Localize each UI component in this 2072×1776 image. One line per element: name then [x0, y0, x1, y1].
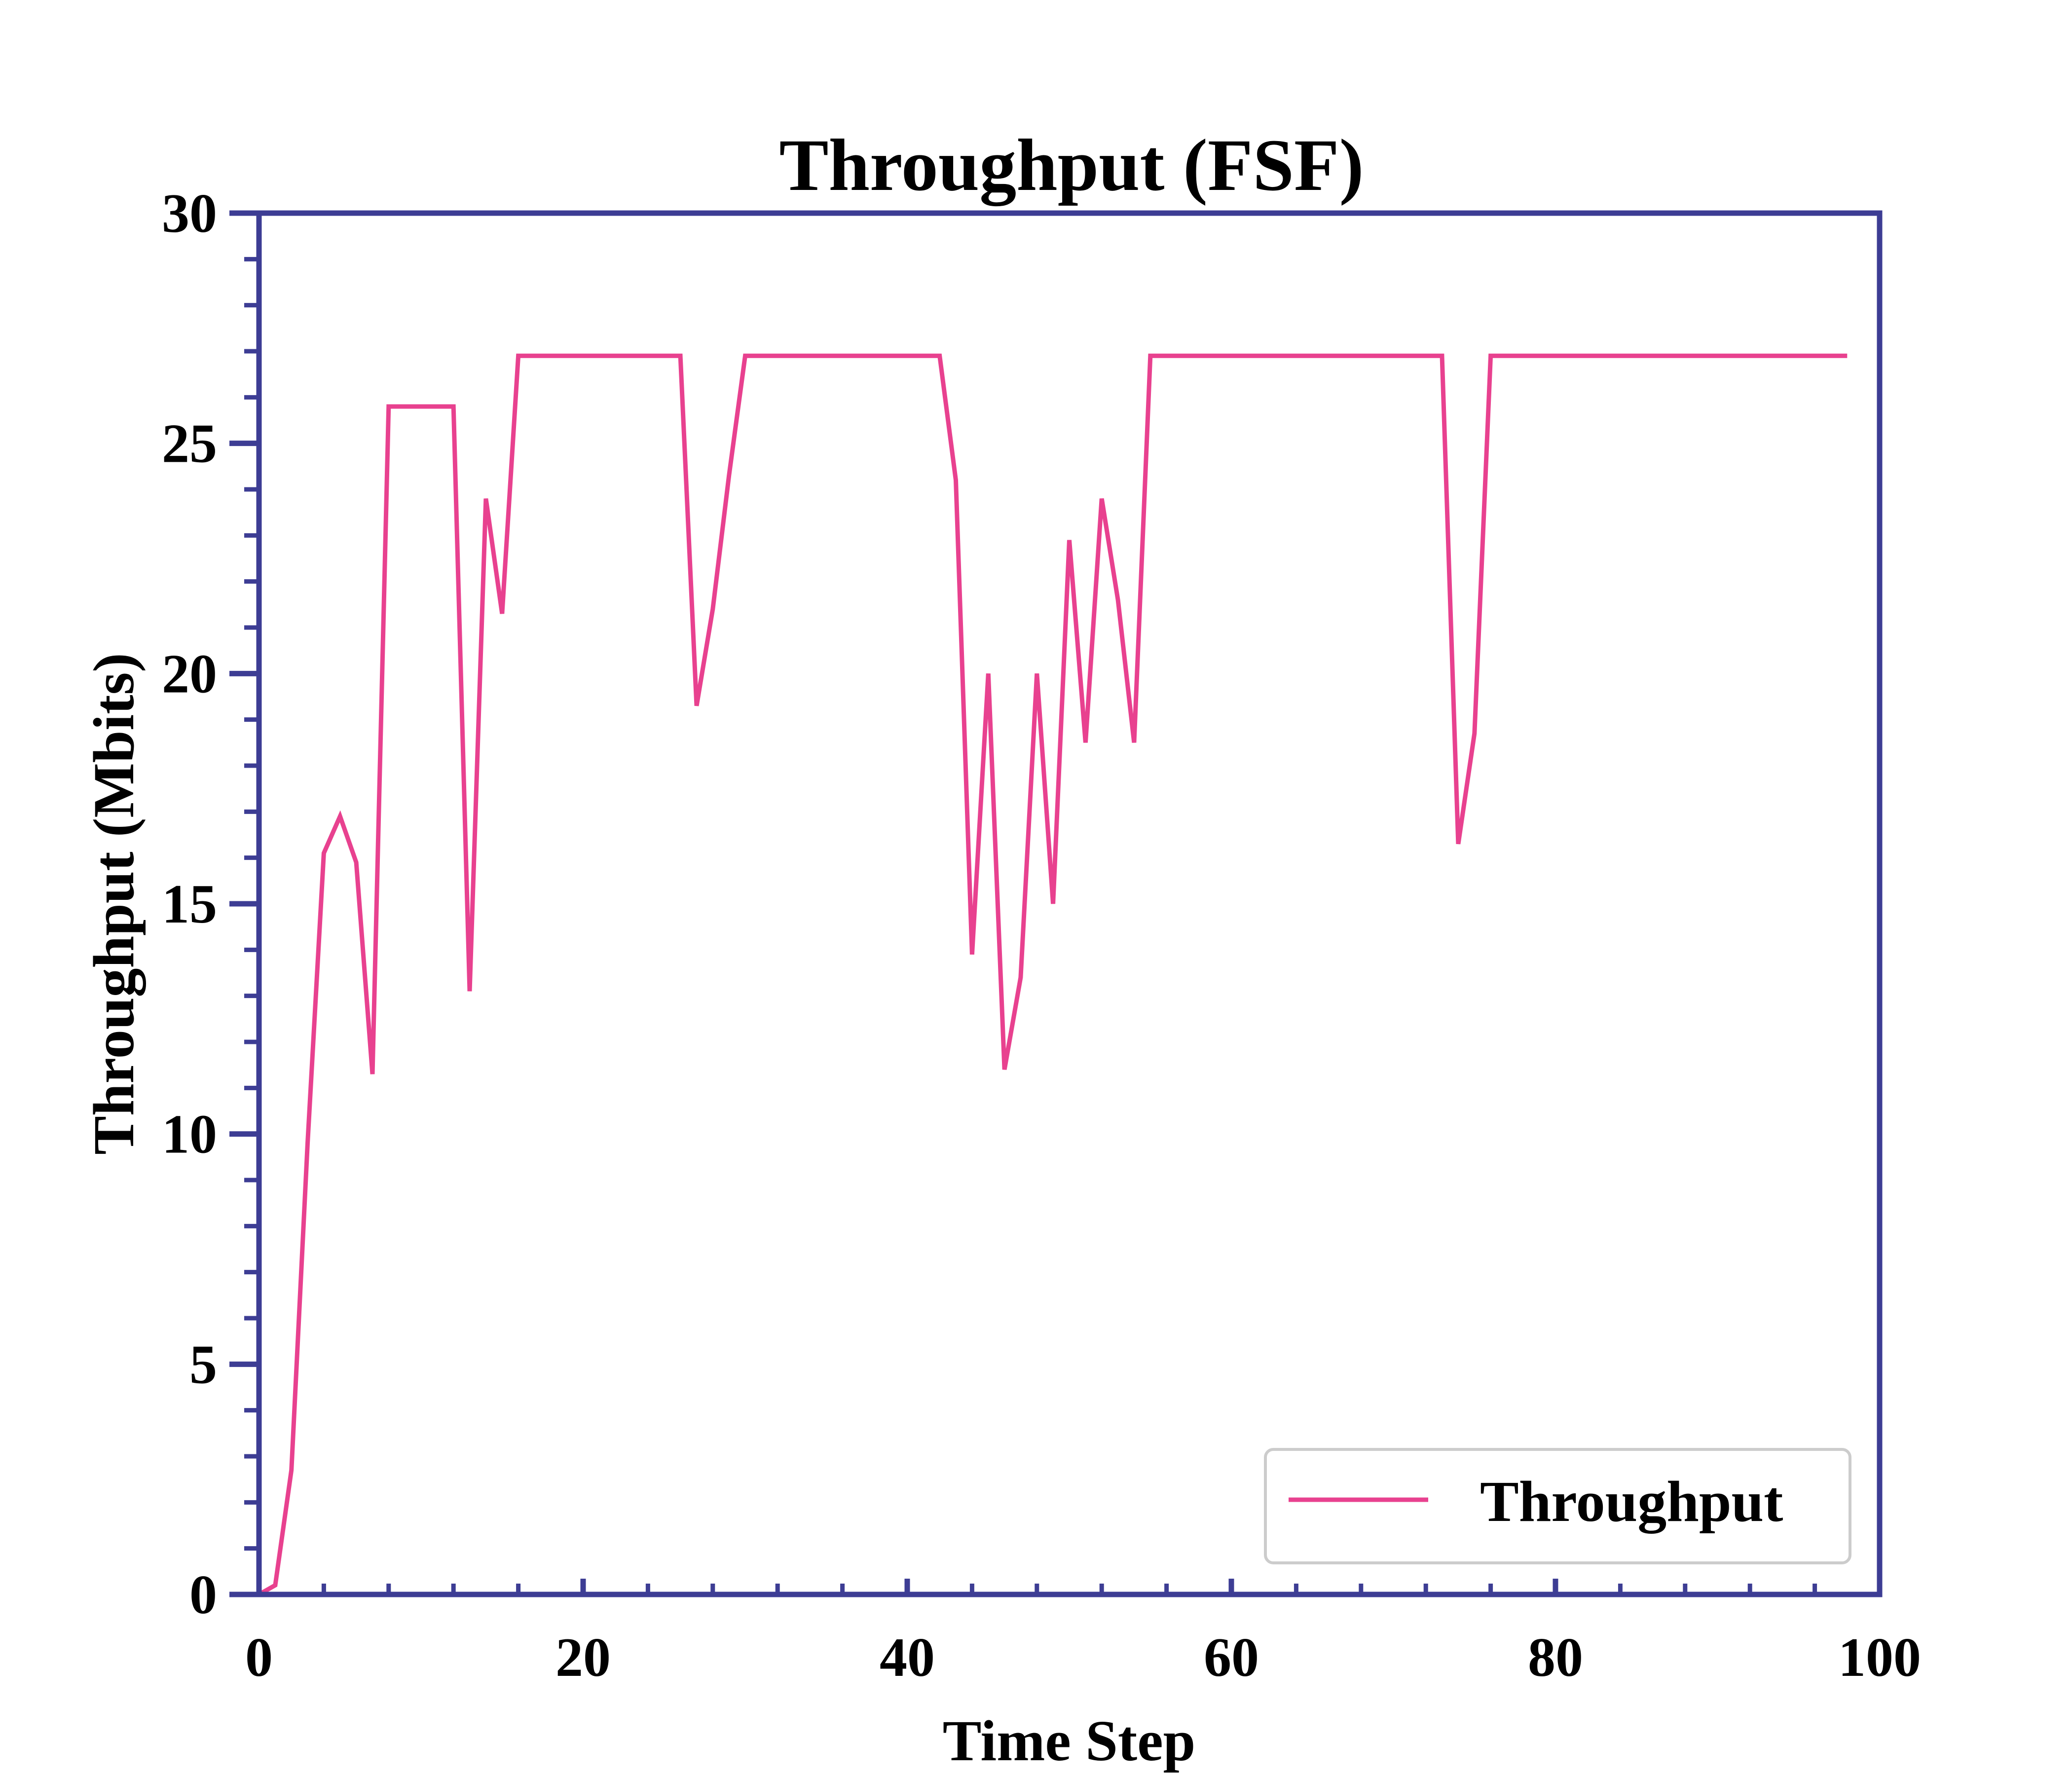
y-tick-label: 30 — [162, 183, 217, 244]
series-line-throughput — [258, 353, 1848, 1596]
x-axis-label: Time Step — [943, 1708, 1195, 1773]
y-tick-label: 20 — [162, 643, 217, 704]
y-tick-label: 15 — [162, 874, 217, 935]
x-tick-label: 60 — [1204, 1627, 1259, 1688]
plot-frame — [256, 210, 1883, 1597]
y-axis-label: Throughput (Mbits) — [81, 653, 146, 1154]
x-tick-label: 80 — [1528, 1627, 1583, 1688]
y-tick-label: 25 — [162, 413, 217, 475]
x-tick-label: 100 — [1838, 1627, 1921, 1688]
legend: Throughput — [1264, 1448, 1851, 1564]
x-tick-label: 40 — [880, 1627, 935, 1688]
x-tick-label: 20 — [555, 1627, 611, 1688]
legend-label-throughput: Throughput — [1480, 1469, 1783, 1534]
chart-title: Throughput (FSF) — [779, 124, 1364, 206]
x-tick-label: 0 — [245, 1627, 273, 1688]
y-tick-label: 0 — [189, 1564, 217, 1626]
y-tick-label: 10 — [162, 1104, 217, 1165]
tick-labels: 0 20 40 60 80 100 0 5 10 15 20 25 30 — [162, 183, 1921, 1688]
y-tick-label: 5 — [189, 1334, 217, 1395]
legend-box — [1264, 1448, 1851, 1564]
